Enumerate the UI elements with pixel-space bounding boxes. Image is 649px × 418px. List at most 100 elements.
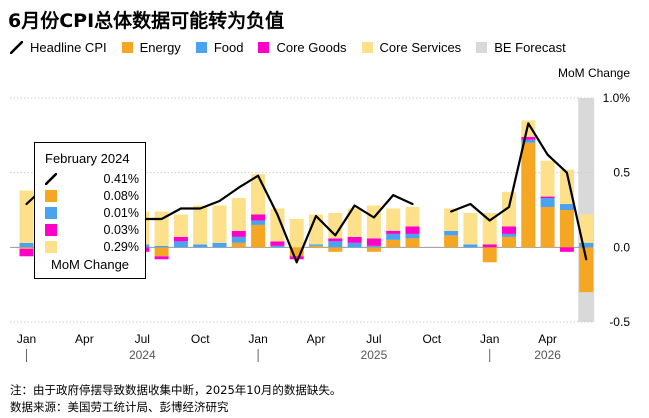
- bar-segment-energy: [366, 247, 381, 252]
- bar-segment-core-goods: [521, 136, 536, 140]
- legend-swatch: [195, 41, 207, 53]
- bar-segment-food: [193, 244, 208, 248]
- bar-segment-core-goods: [19, 248, 34, 257]
- bar-segment-food: [386, 233, 401, 240]
- x-tick-label: Jan: [480, 332, 499, 346]
- bar-segment-food: [19, 242, 34, 248]
- bar-segment-energy: [579, 247, 594, 293]
- bar-segment-food: [463, 244, 478, 248]
- tooltip-swatch: [45, 190, 57, 202]
- year-label: 2025: [361, 348, 388, 362]
- chart-title: 6月份CPI总体数据可能转为负值: [8, 10, 285, 32]
- tooltip-swatch: [45, 241, 57, 253]
- legend-swatch: [258, 41, 270, 53]
- bar-segment-core-goods: [251, 214, 266, 221]
- bar-segment-core-goods: [289, 256, 304, 260]
- x-tick-label: Apr: [538, 332, 557, 346]
- bar-segment-core-goods: [231, 230, 246, 237]
- bar-segment-food: [328, 241, 343, 248]
- bar-segment-core-services: [193, 205, 208, 245]
- bar-segment-energy: [328, 247, 343, 252]
- bar-segment-core-services: [482, 212, 497, 245]
- bar-segment-energy: [231, 242, 246, 248]
- bar-segment-core-services: [405, 207, 420, 227]
- legend-item-core-services: Core Services: [361, 39, 462, 55]
- bar-segment-energy: [444, 235, 459, 248]
- bar-segment-core-goods: [328, 238, 343, 242]
- bar-segment-food: [154, 245, 169, 248]
- bar-segment-energy: [19, 247, 34, 249]
- tooltip-row-energy: 0.08%: [45, 189, 139, 203]
- tooltip-value: 0.01%: [103, 206, 139, 220]
- bar-segment-food: [251, 220, 266, 225]
- tooltip-swatch: [45, 224, 57, 236]
- x-tick-label: Oct: [191, 332, 210, 346]
- tooltip: February 2024 0.41% 0.08% 0.01% 0.03% 0.…: [34, 142, 146, 279]
- bar-segment-core-services: [559, 169, 574, 205]
- bar-segment-core-services: [212, 205, 227, 243]
- bar-segment-energy: [559, 210, 574, 248]
- bar-segment-energy: [482, 247, 497, 263]
- y-tick-label: 1.0%: [603, 91, 631, 105]
- x-tick-label: Jul: [366, 332, 381, 346]
- bar-segment-core-goods: [173, 236, 188, 242]
- bar-segment-energy: [405, 238, 420, 248]
- legend-item-be-forecast: BE Forecast: [476, 40, 566, 55]
- bar-segment-food: [347, 242, 362, 248]
- bar-segment-core-goods: [502, 226, 516, 234]
- y-axis-label: MoM Change: [558, 66, 630, 80]
- bar-segment-food: [173, 241, 188, 248]
- bar-segment-core-services: [444, 208, 459, 231]
- bar-segment-energy: [154, 247, 169, 257]
- bar-segment-energy: [502, 236, 516, 248]
- bar-segment-core-services: [386, 208, 401, 231]
- bar-segment-core-services: [521, 120, 536, 137]
- legend-label: Food: [213, 39, 244, 55]
- bar-segment-core-services: [289, 218, 304, 248]
- bar-segment-core-goods: [540, 196, 555, 199]
- x-tick-label: Oct: [422, 332, 441, 346]
- line-swatch-icon: [45, 173, 57, 185]
- bar-segment-energy: [289, 247, 304, 257]
- legend-label: Headline CPI: [30, 39, 107, 55]
- legend-label: BE Forecast: [494, 39, 566, 55]
- legend-label: Core Services: [379, 39, 462, 55]
- legend-item-core-goods: Core Goods: [258, 40, 347, 55]
- bar-segment-core-goods: [270, 241, 285, 246]
- tooltip-row-headline: 0.41%: [45, 172, 139, 186]
- x-tick-label: Apr: [75, 332, 94, 346]
- bar-segment-core-services: [251, 174, 266, 215]
- legend-swatch: [121, 41, 133, 53]
- bar-segment-energy: [386, 239, 401, 248]
- legend-item-energy: Energy: [121, 39, 181, 55]
- bar-segment-food: [521, 139, 536, 143]
- x-tick-label: Apr: [307, 332, 326, 346]
- tooltip-row-core-services: 0.29%: [45, 240, 139, 254]
- bar-segment-core-goods: [559, 247, 574, 252]
- bar-segment-food: [579, 242, 594, 248]
- bar-segment-food: [502, 233, 516, 237]
- bar-segment-core-services: [231, 198, 246, 231]
- legend-label: Energy: [139, 39, 181, 55]
- bar-segment-energy: [309, 245, 323, 248]
- bar-segment-core-goods: [405, 226, 420, 234]
- legend-item-food: Food: [195, 39, 244, 55]
- legend-item-headline-cpi: Headline CPI: [10, 40, 107, 55]
- bar-segment-core-services: [173, 214, 188, 237]
- bar-segment-core-services: [270, 208, 285, 242]
- tooltip-value: 0.03%: [103, 223, 139, 237]
- bar-segment-energy: [251, 224, 266, 248]
- x-tick-label: Jul: [135, 332, 150, 346]
- bar-segment-food: [540, 198, 555, 208]
- bar-segment-core-goods: [366, 238, 381, 246]
- legend: Headline CPI Energy Food Core Goods Core…: [10, 38, 581, 56]
- bar-segment-core-goods: [347, 236, 362, 243]
- source-note: 数据来源：美国劳工统计局、彭博经济研究: [10, 400, 229, 414]
- tooltip-unit: MoM Change: [51, 257, 130, 272]
- tooltip-swatch: [45, 207, 57, 219]
- bar-segment-core-goods: [154, 256, 169, 260]
- bar-segment-core-services: [540, 160, 555, 197]
- tooltip-value: 0.29%: [103, 240, 139, 254]
- bar-segment-food: [559, 204, 574, 210]
- bar-segment-energy: [521, 142, 536, 248]
